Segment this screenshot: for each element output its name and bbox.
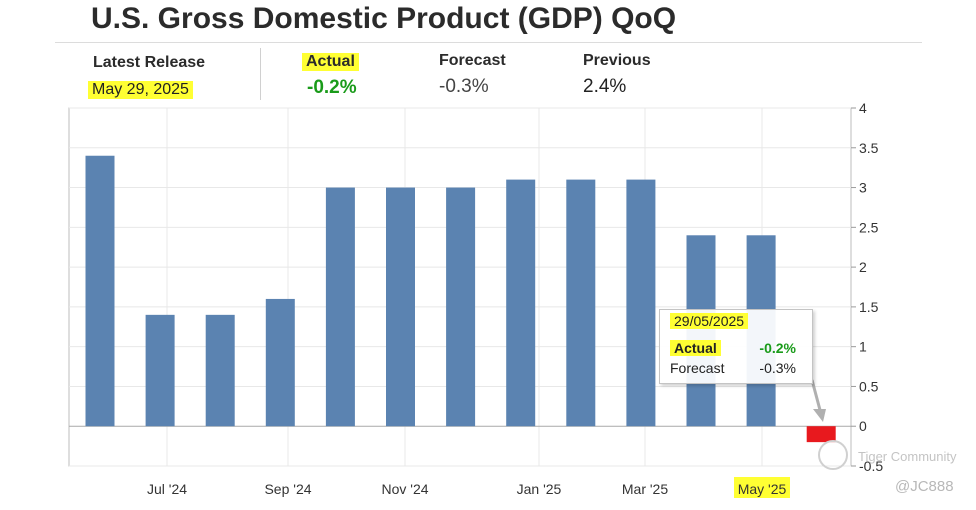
bar-2 [205, 314, 235, 427]
x-tick-label-0: Jul '24 [147, 481, 187, 497]
x-tick-label-2: Nov '24 [381, 481, 428, 497]
x-tick-highlight [734, 477, 790, 498]
header-divider [55, 42, 922, 43]
tooltip-pointer-arrow [813, 409, 826, 422]
header-separator [260, 48, 261, 100]
latest-release-date: May 29, 2025 [88, 81, 193, 99]
tiger-logo-icon [818, 440, 848, 470]
bar-1 [145, 314, 175, 427]
previous-value: 2.4% [583, 76, 627, 97]
y-tick-label: 1.5 [859, 299, 879, 315]
tooltip-date: 29/05/2025 [670, 313, 749, 329]
y-tick-label: 4 [859, 100, 867, 116]
actual-label: Actual [302, 53, 359, 71]
x-tick-label-3: Jan '25 [517, 481, 562, 497]
previous-label: Previous [583, 52, 651, 69]
bar-7 [506, 179, 536, 427]
bar-12 [806, 426, 836, 443]
actual-value: -0.2% [307, 77, 357, 98]
y-tick-label: 0.5 [859, 378, 879, 394]
tooltip-actual-row: Actual -0.2% [670, 340, 796, 356]
watermark-handle: @JC888 [895, 478, 954, 495]
bar-0 [85, 155, 115, 427]
y-tick-label: 3.5 [859, 140, 879, 156]
forecast-value: -0.3% [439, 76, 489, 97]
y-tick-label: 3 [859, 180, 867, 196]
x-tick-label-4: Mar '25 [622, 481, 668, 497]
bar-3 [265, 298, 295, 427]
tooltip-forecast-label: Forecast [670, 360, 725, 376]
bar-6 [446, 187, 476, 427]
tooltip-forecast-value: -0.3% [759, 360, 796, 376]
bar-4 [325, 187, 355, 427]
y-tick-label: -0.5 [859, 458, 883, 474]
x-tick-label-5: May '25 [738, 481, 787, 497]
tooltip-forecast-row: Forecast -0.3% [670, 360, 796, 376]
watermark-community: Tiger Community [858, 449, 957, 464]
forecast-label: Forecast [439, 52, 506, 69]
chart-tooltip: 29/05/2025 Actual -0.2% Forecast -0.3% [659, 309, 813, 384]
tooltip-actual-label: Actual [670, 340, 721, 356]
tooltip-pointer-line [810, 379, 822, 411]
page-title: U.S. Gross Domestic Product (GDP) QoQ [91, 2, 677, 35]
tooltip-actual-value: -0.2% [759, 340, 796, 356]
y-tick-label: 0 [859, 418, 867, 434]
bar-9 [626, 179, 656, 427]
y-tick-label: 2 [859, 259, 867, 275]
bar-5 [386, 187, 415, 427]
y-tick-label: 1 [859, 339, 867, 355]
x-tick-label-1: Sep '24 [264, 481, 311, 497]
bar-8 [566, 179, 596, 427]
y-tick-label: 2.5 [859, 219, 879, 235]
latest-release-label: Latest Release [93, 54, 206, 71]
